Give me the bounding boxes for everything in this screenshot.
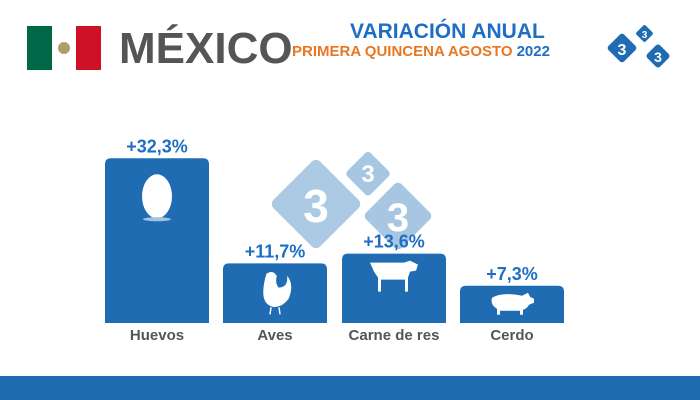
category-label: Carne de res xyxy=(349,327,440,344)
watermark-digit: 3 xyxy=(303,180,329,232)
data-label: +7,3% xyxy=(486,264,538,284)
bar-huevos xyxy=(105,158,209,323)
country-title: MÉXICO xyxy=(119,24,293,73)
bar-carne-de-res xyxy=(342,253,446,323)
egg-icon xyxy=(142,174,172,222)
logo-digit: 3 xyxy=(654,49,662,65)
logo-digit: 3 xyxy=(618,42,627,59)
watermark-digit: 3 xyxy=(387,196,409,240)
pig-icon xyxy=(491,292,534,315)
mexico-flag xyxy=(27,26,102,70)
data-label: +11,7% xyxy=(245,241,306,261)
chart-title: VARIACIÓN ANUAL xyxy=(350,20,545,43)
category-label: Huevos xyxy=(130,327,184,344)
category-label: Aves xyxy=(257,327,292,344)
watermark: 3 3 3 xyxy=(271,152,432,250)
logo-digit: 3 xyxy=(642,30,648,41)
footer-bar xyxy=(0,376,700,400)
chart-subtitle: PRIMERA QUINCENA AGOSTO 2022 xyxy=(292,43,550,60)
year-label: 2022 xyxy=(516,43,550,60)
category-label: Cerdo xyxy=(490,327,533,344)
chicken-icon xyxy=(263,271,292,315)
cow-icon xyxy=(370,260,418,292)
watermark-digit: 3 xyxy=(361,161,374,188)
period-label: PRIMERA QUINCENA AGOSTO xyxy=(292,43,513,60)
data-label: +32,3% xyxy=(126,136,188,156)
logo: 3 3 3 xyxy=(607,25,670,68)
data-label: +13,6% xyxy=(363,232,425,252)
